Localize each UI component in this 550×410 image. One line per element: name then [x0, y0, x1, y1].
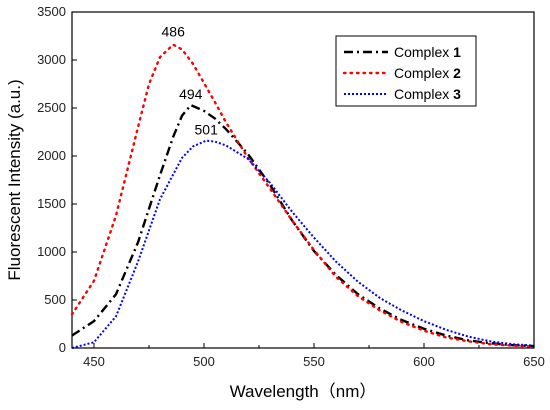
y-tick-label: 3500: [37, 4, 66, 19]
x-tick-label: 450: [83, 354, 105, 369]
series-line-1: [71, 103, 535, 348]
x-tick-label: 550: [303, 354, 325, 369]
legend-label-number: 1: [453, 44, 461, 60]
x-axis-title: Wavelength（nm）: [230, 382, 377, 401]
legend-label-text: Complex: [394, 44, 453, 60]
peak-label: 494: [179, 86, 203, 102]
series-line-2: [70, 43, 536, 348]
x-tick-label: 650: [523, 354, 545, 369]
series-line-3: [71, 139, 535, 349]
y-tick-label: 500: [44, 292, 66, 307]
legend-label-1: Complex 1: [394, 44, 461, 60]
y-tick-label: 2500: [37, 100, 66, 115]
y-axis-title: Fluorescent Intensity (a.u.): [5, 79, 24, 280]
legend-label-text: Complex: [394, 86, 453, 102]
axis-layer: 450 500 550 600 650 0 500 1000 1500 2000 2500 3000 3…: [37, 4, 545, 369]
peak-label: 501: [195, 122, 219, 138]
y-tick-label: 1000: [37, 244, 66, 259]
plot-frame: [71, 11, 535, 349]
x-tick-label: 500: [193, 354, 215, 369]
legend-label-3: Complex 3: [394, 86, 461, 102]
y-tick-label: 1500: [37, 196, 66, 211]
y-tick-label: 0: [59, 340, 66, 355]
legend-label-number: 3: [453, 86, 461, 102]
y-tick-label: 2000: [37, 148, 66, 163]
x-tick-label: 600: [413, 354, 435, 369]
annotation-layer: 486 494 501: [162, 24, 219, 138]
y-tick-label: 3000: [37, 52, 66, 67]
legend-box: [335, 35, 477, 107]
legend-label-number: 2: [453, 65, 461, 81]
legend-label-2: Complex 2: [394, 65, 461, 81]
peak-label: 486: [162, 24, 186, 40]
series-layer: [70, 43, 536, 349]
legend-label-text: Complex: [394, 65, 453, 81]
